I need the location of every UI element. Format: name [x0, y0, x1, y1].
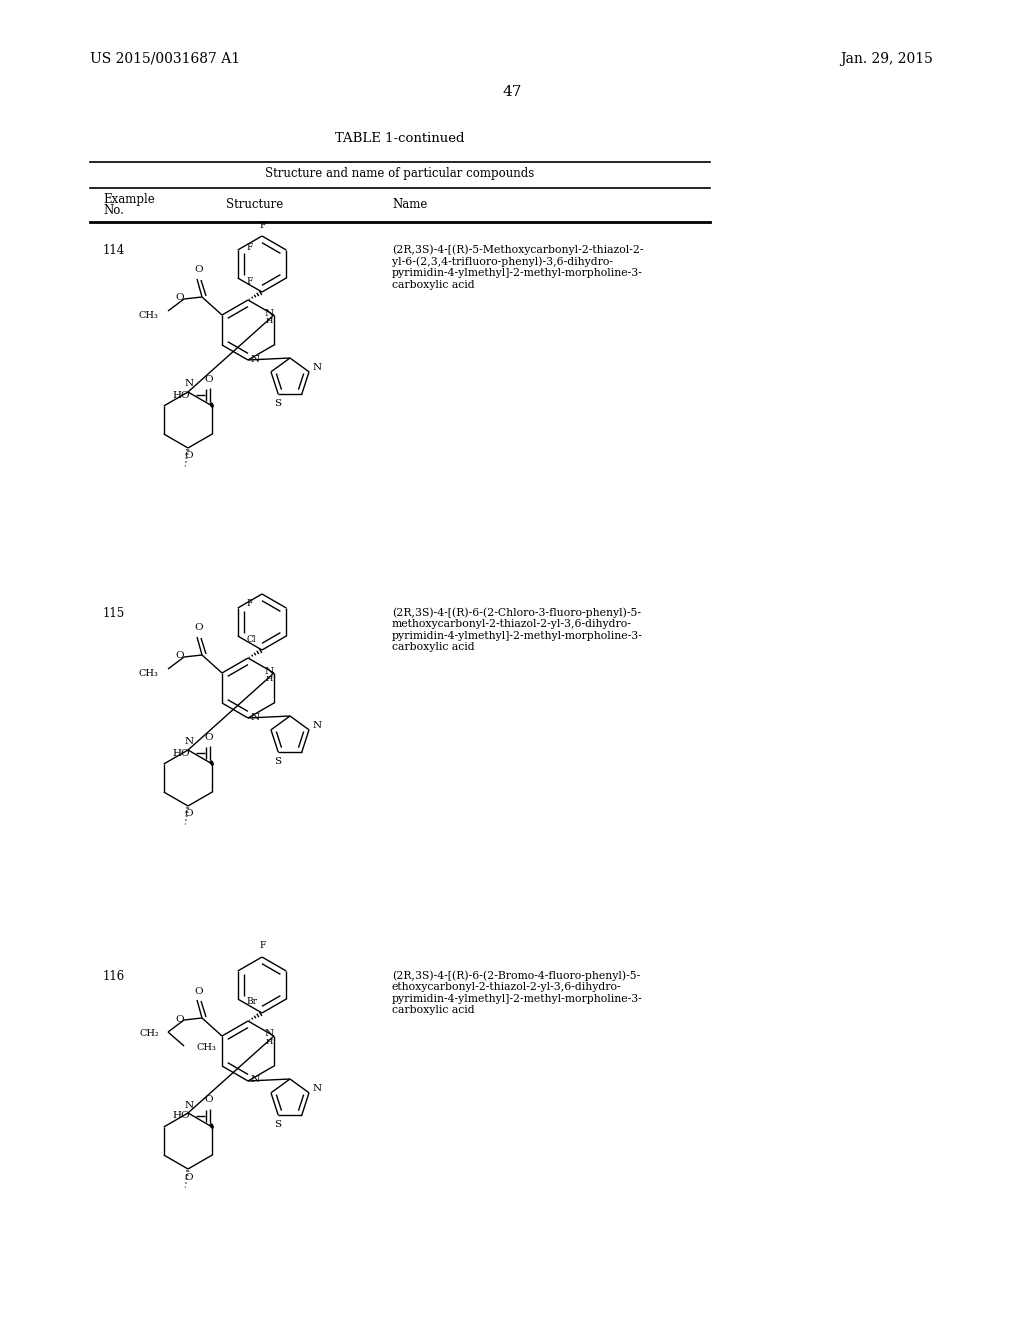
Text: O: O [184, 451, 194, 461]
Text: CH₃: CH₃ [196, 1044, 216, 1052]
Text: F: F [260, 220, 266, 230]
Text: HO: HO [173, 748, 190, 758]
Text: 47: 47 [503, 84, 521, 99]
Text: CH₂: CH₂ [139, 1030, 159, 1039]
Text: Structure: Structure [226, 198, 284, 211]
Text: H: H [265, 1038, 272, 1045]
Text: Structure and name of particular compounds: Structure and name of particular compoun… [265, 168, 535, 180]
Text: N: N [312, 1084, 322, 1093]
Text: N: N [251, 355, 259, 363]
Text: N: N [184, 738, 194, 747]
Text: O: O [176, 293, 184, 302]
Text: H: H [265, 675, 272, 682]
Text: 115: 115 [103, 607, 125, 620]
Text: N: N [264, 1030, 273, 1039]
Text: CH₃: CH₃ [138, 310, 158, 319]
Text: N: N [184, 380, 194, 388]
Text: F: F [247, 599, 253, 609]
Text: F: F [260, 941, 266, 950]
Text: H: H [265, 317, 272, 325]
Text: N: N [251, 1076, 259, 1085]
Text: 116: 116 [103, 970, 125, 983]
Text: No.: No. [103, 205, 124, 216]
Text: N: N [312, 721, 322, 730]
Text: Br: Br [246, 998, 257, 1006]
Text: (2R,3S)-4-[(R)-6-(2-Chloro-3-fluoro-phenyl)-5-
methoxycarbonyl-2-thiazol-2-yl-3,: (2R,3S)-4-[(R)-6-(2-Chloro-3-fluoro-phen… [392, 607, 643, 652]
Text: HO: HO [173, 391, 190, 400]
Text: O: O [204, 375, 213, 384]
Text: Example: Example [103, 193, 155, 206]
Text: Jan. 29, 2015: Jan. 29, 2015 [840, 51, 933, 66]
Text: US 2015/0031687 A1: US 2015/0031687 A1 [90, 51, 240, 66]
Text: O: O [204, 733, 213, 742]
Text: O: O [204, 1096, 213, 1105]
Text: Name: Name [392, 198, 427, 211]
Text: (2R,3S)-4-[(R)-5-Methoxycarbonyl-2-thiazol-2-
yl-6-(2,3,4-trifluoro-phenyl)-3,6-: (2R,3S)-4-[(R)-5-Methoxycarbonyl-2-thiaz… [392, 244, 643, 290]
Text: HO: HO [173, 1111, 190, 1121]
Text: S: S [273, 756, 281, 766]
Text: TABLE 1-continued: TABLE 1-continued [335, 132, 465, 145]
Text: O: O [184, 1172, 194, 1181]
Text: F: F [247, 243, 253, 252]
Text: S: S [273, 399, 281, 408]
Text: S: S [273, 1119, 281, 1129]
Text: O: O [195, 265, 204, 275]
Text: O: O [195, 623, 204, 632]
Text: N: N [251, 713, 259, 722]
Text: N: N [184, 1101, 194, 1110]
Text: O: O [176, 1015, 184, 1023]
Text: N: N [264, 309, 273, 318]
Text: 114: 114 [103, 244, 125, 257]
Text: O: O [195, 986, 204, 995]
Text: CH₃: CH₃ [138, 668, 158, 677]
Text: Cl: Cl [247, 635, 257, 644]
Text: F: F [247, 276, 253, 285]
Text: N: N [312, 363, 322, 372]
Text: N: N [264, 667, 273, 676]
Text: O: O [176, 652, 184, 660]
Text: (2R,3S)-4-[(R)-6-(2-Bromo-4-fluoro-phenyl)-5-
ethoxycarbonyl-2-thiazol-2-yl-3,6-: (2R,3S)-4-[(R)-6-(2-Bromo-4-fluoro-pheny… [392, 970, 643, 1015]
Text: O: O [184, 809, 194, 818]
